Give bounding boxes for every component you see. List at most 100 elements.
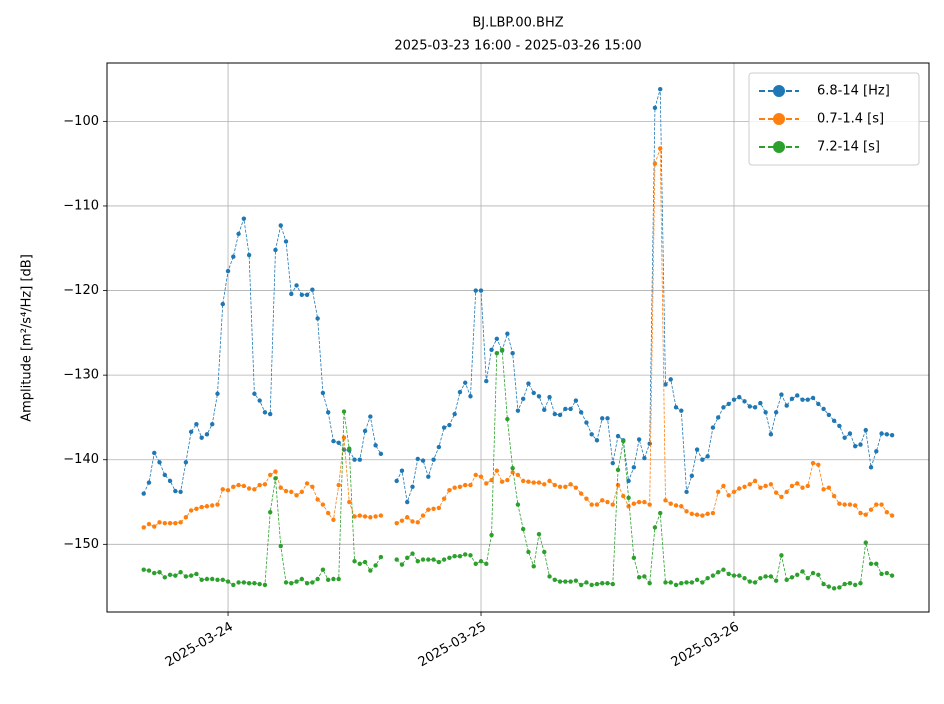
data-point xyxy=(726,401,731,407)
data-point xyxy=(399,518,405,523)
data-point xyxy=(663,498,668,503)
data-point xyxy=(557,412,563,418)
data-point xyxy=(689,473,695,479)
data-point xyxy=(773,578,779,583)
data-point xyxy=(768,432,774,437)
data-point xyxy=(352,559,357,564)
data-point xyxy=(447,422,452,428)
data-point xyxy=(299,489,305,495)
data-point xyxy=(426,507,431,512)
data-point xyxy=(183,515,189,520)
data-point xyxy=(779,392,784,397)
data-point xyxy=(273,469,278,474)
data-point xyxy=(468,394,473,399)
data-point xyxy=(700,580,705,585)
data-point xyxy=(710,425,716,430)
data-point xyxy=(610,581,615,587)
data-point xyxy=(858,442,863,447)
data-point xyxy=(594,502,600,507)
chart-subtitle: 2025-03-23 16:00 - 2025-03-26 15:00 xyxy=(394,39,641,54)
data-point xyxy=(336,482,341,488)
data-point xyxy=(299,292,305,297)
data-point xyxy=(252,391,257,396)
data-point xyxy=(594,438,600,443)
data-point xyxy=(426,557,431,562)
data-point xyxy=(231,254,236,259)
data-point xyxy=(847,502,853,507)
data-point xyxy=(810,460,816,466)
data-point xyxy=(199,504,204,510)
data-point xyxy=(605,499,610,505)
data-point xyxy=(294,283,299,288)
data-point xyxy=(178,489,183,495)
data-point xyxy=(478,288,484,293)
data-point xyxy=(884,432,890,437)
data-point xyxy=(262,482,268,487)
data-point xyxy=(552,482,558,488)
data-point xyxy=(758,485,763,490)
data-point xyxy=(210,576,215,582)
data-point xyxy=(336,440,341,446)
data-point xyxy=(636,575,642,580)
data-point xyxy=(357,561,363,566)
data-point xyxy=(874,502,879,507)
data-point xyxy=(463,482,468,488)
data-point xyxy=(204,576,210,582)
data-point xyxy=(621,438,626,444)
data-point xyxy=(141,525,146,530)
data-point xyxy=(768,482,774,487)
data-point xyxy=(737,394,742,400)
data-point xyxy=(726,571,731,577)
data-point xyxy=(410,484,415,490)
data-point xyxy=(584,420,589,425)
data-point xyxy=(679,581,684,586)
y-axis-label: Amplitude [m²/s⁴/Hz] [dB] xyxy=(20,254,35,422)
data-point xyxy=(268,411,273,417)
data-point xyxy=(494,468,500,473)
data-point xyxy=(626,495,631,501)
data-point xyxy=(536,480,542,485)
data-point xyxy=(478,474,484,479)
data-point xyxy=(447,487,452,493)
data-point xyxy=(831,418,837,424)
data-point xyxy=(842,502,847,507)
data-point xyxy=(146,521,152,527)
data-point xyxy=(373,514,378,519)
data-point xyxy=(726,493,731,498)
data-point xyxy=(615,433,621,439)
data-point xyxy=(362,428,368,434)
data-point xyxy=(415,520,420,525)
data-point xyxy=(489,477,494,483)
data-point xyxy=(347,446,352,451)
data-point xyxy=(167,520,173,526)
data-point xyxy=(447,555,452,561)
data-point xyxy=(568,579,573,584)
data-point xyxy=(810,570,816,576)
data-point xyxy=(341,435,347,440)
data-point xyxy=(141,491,146,496)
data-point xyxy=(278,485,283,490)
data-point xyxy=(542,549,547,555)
data-point xyxy=(157,520,162,525)
data-point xyxy=(668,377,673,382)
data-point xyxy=(563,406,568,412)
data-point xyxy=(710,573,716,578)
data-point xyxy=(773,490,779,495)
data-point xyxy=(262,410,268,415)
data-point xyxy=(215,577,220,583)
data-point xyxy=(310,484,315,490)
data-point xyxy=(526,381,531,386)
data-point xyxy=(847,581,853,586)
data-point xyxy=(694,447,700,452)
y-tick-label: −120 xyxy=(63,283,99,298)
data-point xyxy=(220,301,225,307)
data-point xyxy=(394,478,399,484)
data-point xyxy=(889,573,895,578)
legend-marker xyxy=(773,113,785,125)
data-point xyxy=(289,291,294,297)
data-point xyxy=(816,401,821,407)
data-point xyxy=(631,465,637,470)
data-point xyxy=(378,451,384,457)
data-point xyxy=(615,482,621,488)
data-point xyxy=(278,223,283,228)
